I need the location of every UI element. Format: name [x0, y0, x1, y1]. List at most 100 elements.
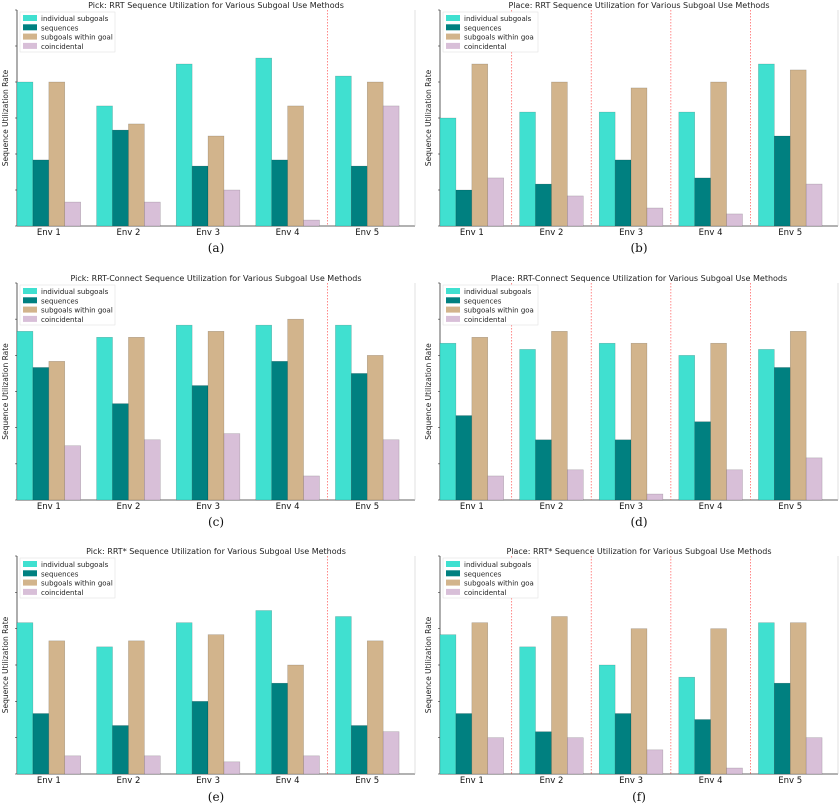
legend-swatch: [446, 306, 460, 313]
subfigure-caption: (a): [208, 241, 225, 255]
legend-label: individual subgoals: [464, 288, 532, 296]
bar-coincidental-env-4: [726, 213, 743, 227]
bar-individual-subgoals-env-3: [598, 664, 616, 775]
x-tick-label: Env 2: [539, 502, 563, 512]
bar-sequences-env-1: [32, 367, 50, 501]
bar-subgoals-within-goal-env-4: [710, 342, 727, 501]
legend-swatch: [446, 42, 460, 49]
bar-individual-subgoals-env-5: [758, 349, 775, 501]
legend-swatch: [23, 579, 37, 586]
bar-subgoals-within-goal-env-2: [551, 81, 568, 227]
x-tick-label: Env 5: [355, 228, 379, 238]
legend-label: coincidental: [464, 43, 507, 51]
y-axis-label: Sequence Utilization Rate: [1, 343, 10, 440]
bar-individual-subgoals-env-1: [16, 331, 34, 501]
bar-subgoals-within-goal-env-5: [366, 81, 384, 227]
x-tick-label: Env 1: [37, 776, 61, 786]
bar-individual-subgoals-env-1: [439, 342, 457, 501]
bar-sequences-env-2: [535, 183, 552, 227]
bar-individual-subgoals-env-4: [678, 355, 695, 501]
legend-label: subgoals within goal: [41, 307, 113, 315]
x-tick-label: Env 5: [355, 776, 379, 786]
bar-subgoals-within-goal-env-4: [287, 105, 304, 227]
bar-coincidental-env-4: [303, 219, 320, 227]
bar-individual-subgoals-env-2: [519, 646, 536, 775]
x-tick-label: Env 5: [778, 502, 802, 512]
x-tick-label: Env 1: [460, 502, 484, 512]
x-tick-label: Env 4: [699, 776, 723, 786]
bar-subgoals-within-goal-env-3: [207, 135, 225, 227]
bar-individual-subgoals-env-2: [96, 646, 113, 775]
bar-sequences-env-3: [191, 165, 209, 227]
bar-coincidental-env-5: [805, 737, 823, 775]
bar-subgoals-within-goal-env-4: [287, 664, 304, 775]
x-tick-label: Env 2: [116, 776, 140, 786]
bar-subgoals-within-goal-env-3: [630, 342, 648, 501]
bar-coincidental-env-2: [144, 439, 161, 501]
bar-coincidental-env-5: [382, 439, 400, 501]
bar-coincidental-env-5: [805, 457, 823, 501]
bar-coincidental-env-2: [144, 755, 161, 775]
bar-sequences-env-4: [271, 159, 288, 227]
bar-sequences-env-5: [351, 725, 368, 775]
chart-panel-f: Env 1 Env 2 Env 3 Env 4 Env 5 Place: RRT* Seq…: [424, 547, 839, 804]
bar-coincidental-env-4: [726, 767, 743, 775]
chart-title: Pick: RRT* Sequence Utilization for Vari…: [86, 547, 346, 556]
bar-subgoals-within-goal-env-1: [48, 81, 66, 227]
bar-subgoals-within-goal-env-2: [128, 123, 145, 227]
legend-label: subgoals within goal: [41, 580, 113, 588]
bar-individual-subgoals-env-2: [519, 349, 536, 501]
bar-sequences-env-4: [694, 719, 711, 775]
bar-individual-subgoals-env-3: [175, 622, 193, 775]
bar-subgoals-within-goal-env-4: [710, 628, 727, 775]
bar-subgoals-within-goal-env-4: [710, 81, 727, 227]
bar-subgoals-within-goal-env-1: [471, 63, 489, 227]
legend-label: sequences: [464, 297, 502, 305]
bar-subgoals-within-goal-env-2: [128, 337, 145, 501]
bar-sequences-env-1: [32, 159, 50, 227]
bar-subgoals-within-goal-env-5: [366, 355, 384, 501]
legend-swatch: [23, 306, 37, 313]
chart-title: Place: RRT* Sequence Utilization for Var…: [506, 547, 771, 556]
bar-sequences-env-5: [774, 135, 791, 227]
bar-individual-subgoals-env-1: [439, 117, 457, 227]
bar-individual-subgoals-env-1: [16, 81, 34, 227]
legend-swatch: [23, 42, 37, 49]
x-tick-label: Env 2: [539, 228, 563, 238]
x-tick-label: Env 4: [276, 502, 300, 512]
y-axis-label: Sequence Utilization Rate: [1, 69, 10, 166]
bar-sequences-env-3: [614, 713, 632, 775]
chart-title: Pick: RRT-Connect Sequence Utilization f…: [71, 274, 362, 283]
legend-swatch: [446, 288, 460, 294]
legend-swatch: [23, 15, 37, 21]
bar-individual-subgoals-env-5: [335, 616, 352, 775]
x-tick-label: Env 4: [699, 502, 723, 512]
legend-swatch: [23, 297, 37, 304]
bar-sequences-env-2: [535, 439, 552, 501]
bar-coincidental-env-4: [726, 469, 743, 501]
bar-coincidental-env-5: [382, 731, 400, 775]
legend-label: coincidental: [464, 316, 507, 324]
bar-subgoals-within-goal-env-5: [789, 331, 807, 501]
bar-sequences-env-4: [271, 682, 288, 775]
bar-individual-subgoals-env-3: [598, 342, 616, 501]
bar-coincidental-env-1: [487, 475, 504, 501]
bar-subgoals-within-goal-env-5: [789, 69, 807, 227]
bar-subgoals-within-goal-env-3: [630, 628, 648, 775]
legend-swatch: [446, 315, 460, 322]
legend-label: coincidental: [41, 316, 84, 324]
subfigure-caption: (b): [630, 241, 647, 255]
bar-coincidental-env-3: [646, 207, 664, 227]
bar-sequences-env-2: [112, 403, 129, 501]
x-tick-label: Env 3: [619, 228, 643, 238]
y-axis-label: Sequence Utilization Rate: [424, 69, 433, 166]
chart-panel-c: Env 1 Env 2 Env 3 Env 4 Env 5 Pick: RRT-Conne…: [1, 274, 416, 529]
bar-sequences-env-4: [694, 177, 711, 227]
chart-title: Place: RRT Sequence Utilization for Vari…: [508, 1, 769, 10]
legend-label: individual subgoals: [464, 15, 532, 23]
chart-panel-a: Env 1 Env 2 Env 3 Env 4 Env 5 Pick: RRT Seque…: [1, 1, 416, 255]
legend-label: subgoals within goa: [464, 580, 534, 588]
bar-subgoals-within-goal-env-2: [551, 331, 568, 501]
bar-individual-subgoals-env-3: [175, 63, 193, 227]
legend-label: subgoals within goa: [464, 307, 534, 315]
